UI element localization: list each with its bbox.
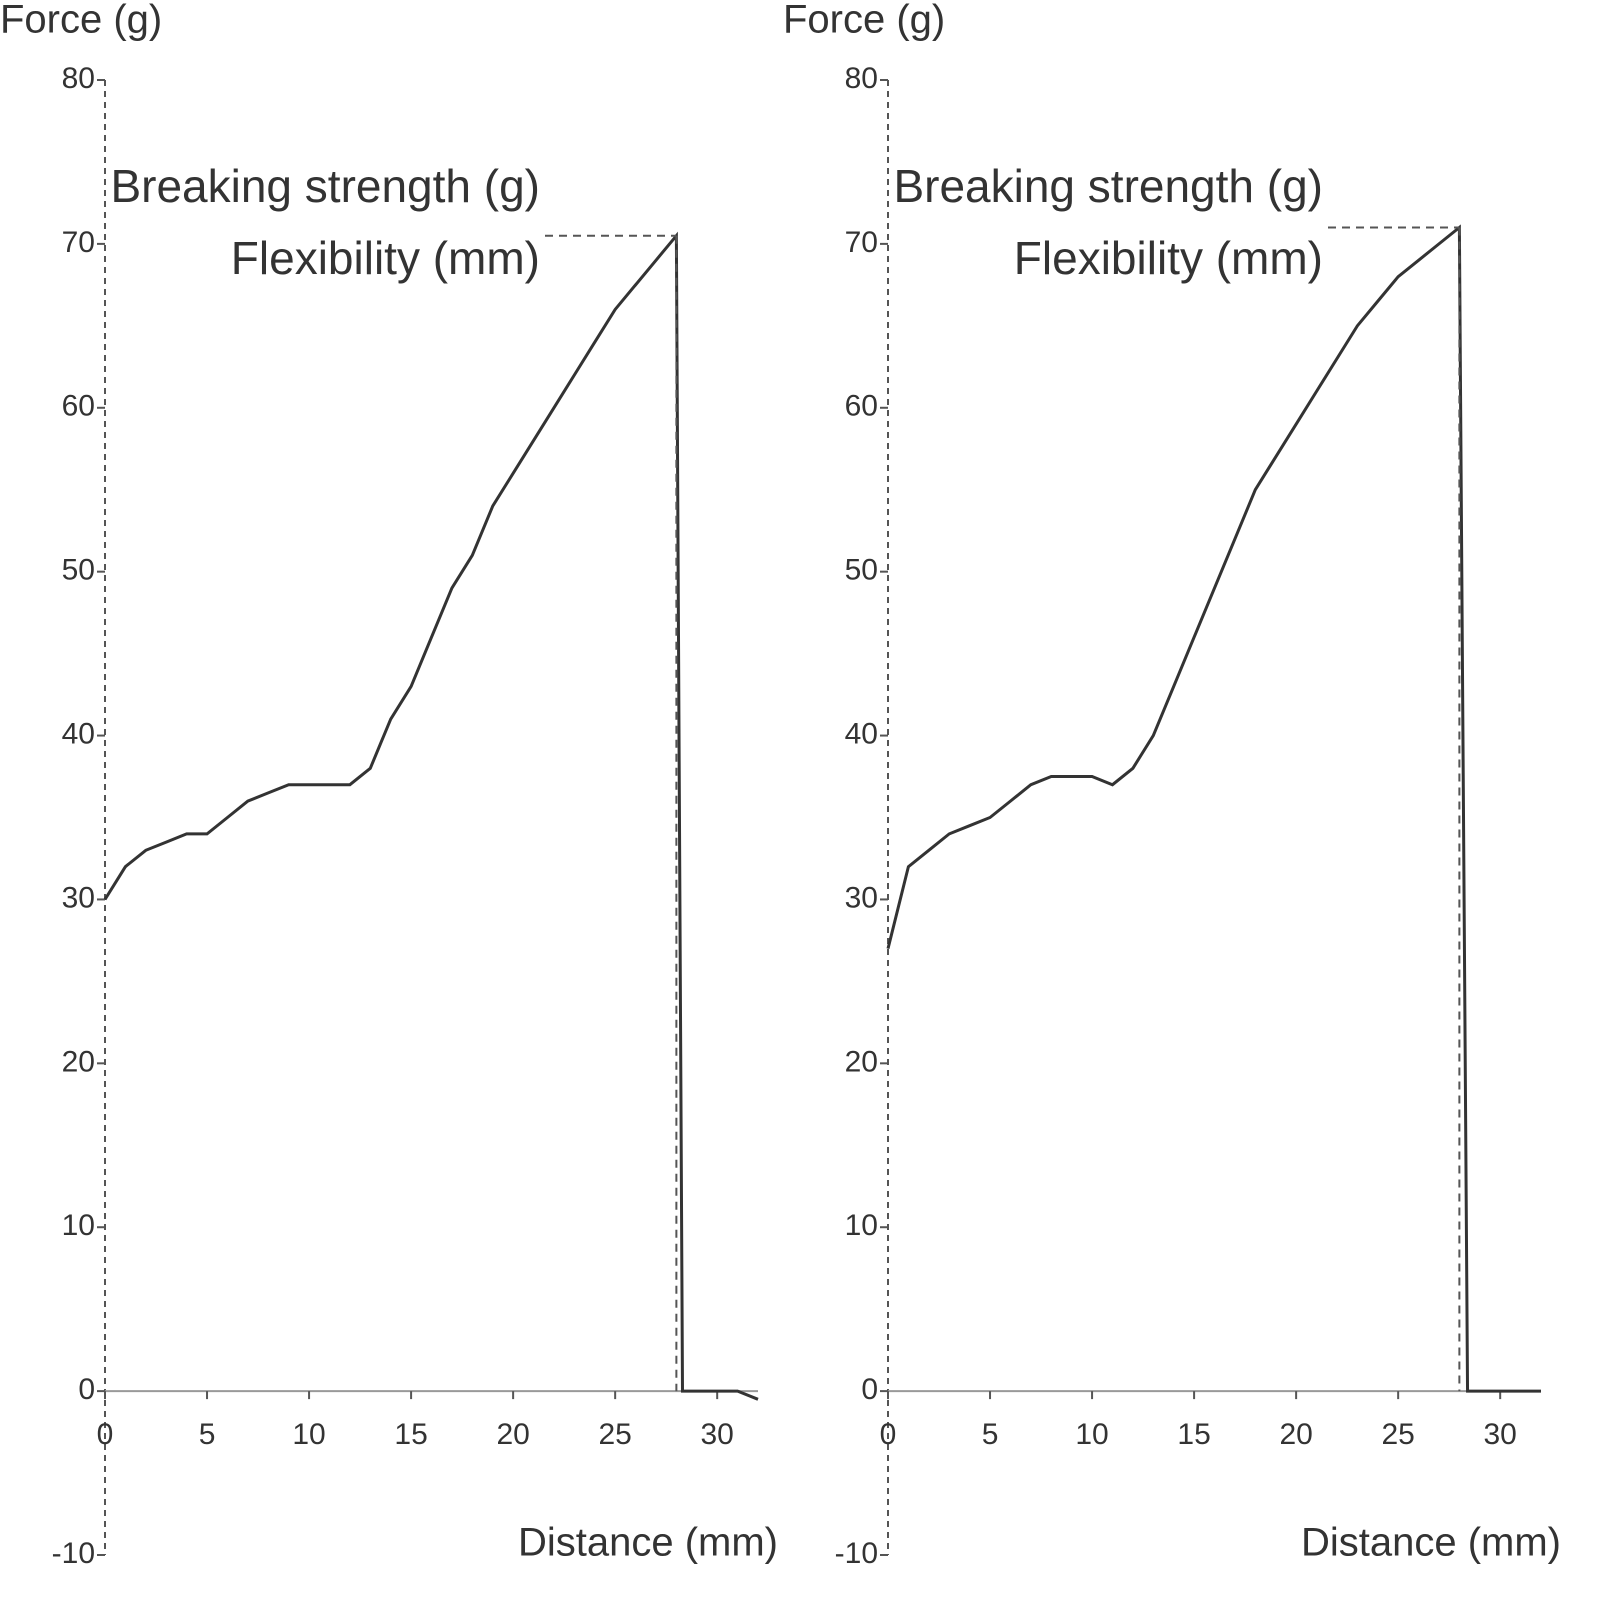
y-tick-label: 40 xyxy=(845,717,878,750)
annotation: Breaking strength (g) xyxy=(893,160,1323,212)
y-tick-label: 10 xyxy=(845,1209,878,1242)
force-line xyxy=(886,224,1541,1393)
y-tick-label: 20 xyxy=(62,1045,95,1078)
annotation: Flexibility (mm) xyxy=(231,232,540,284)
x-tick-label: 20 xyxy=(496,1418,529,1451)
y-tick-label: 70 xyxy=(845,226,878,259)
y-tick-label: -10 xyxy=(52,1537,95,1570)
x-tick-label: 30 xyxy=(701,1418,734,1451)
x-tick-label: 5 xyxy=(982,1418,999,1451)
x-tick-label: 10 xyxy=(292,1418,325,1451)
y-tick-label: 80 xyxy=(845,62,878,95)
y-axis-label: Force (g) xyxy=(783,0,945,42)
y-tick-label: 50 xyxy=(845,554,878,587)
y-axis-label: Force (g) xyxy=(0,0,162,42)
x-tick-label: 20 xyxy=(1279,1418,1312,1451)
y-tick-label: 30 xyxy=(845,881,878,914)
y-tick-label: 70 xyxy=(62,226,95,259)
annotation: Flexibility (mm) xyxy=(1014,232,1323,284)
x-tick-label: 30 xyxy=(1484,1418,1517,1451)
y-tick-label: 10 xyxy=(62,1209,95,1242)
y-tick-label: 60 xyxy=(845,390,878,423)
x-tick-label: 0 xyxy=(97,1418,114,1451)
y-tick-label: 60 xyxy=(62,390,95,423)
y-tick-label: -10 xyxy=(835,1537,878,1570)
x-tick-label: 5 xyxy=(199,1418,216,1451)
x-tick-label: 15 xyxy=(394,1418,427,1451)
x-tick-label: 0 xyxy=(880,1418,897,1451)
y-tick-label: 30 xyxy=(62,881,95,914)
y-tick-label: 80 xyxy=(62,62,95,95)
y-tick-label: 50 xyxy=(62,554,95,587)
y-tick-label: 40 xyxy=(62,717,95,750)
x-axis-label: Distance (mm) xyxy=(1301,1521,1561,1565)
x-axis-label: Distance (mm) xyxy=(518,1521,778,1565)
force-line xyxy=(103,231,759,1401)
annotation: Breaking strength (g) xyxy=(110,160,540,212)
x-tick-label: 25 xyxy=(598,1418,631,1451)
y-tick-label: 0 xyxy=(861,1373,878,1406)
x-tick-label: 15 xyxy=(1177,1418,1210,1451)
y-tick-label: 0 xyxy=(78,1373,95,1406)
x-tick-label: 10 xyxy=(1075,1418,1108,1451)
x-tick-label: 25 xyxy=(1381,1418,1414,1451)
y-tick-label: 20 xyxy=(845,1045,878,1078)
